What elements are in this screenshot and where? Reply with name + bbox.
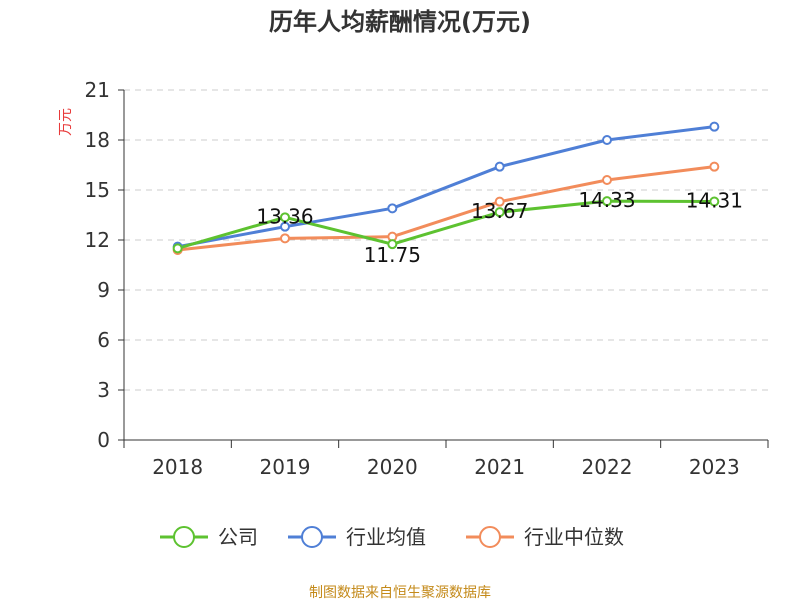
series-layer <box>172 121 720 255</box>
data-label: 13.36 <box>256 204 313 228</box>
x-tick-label: 2022 <box>582 455 633 479</box>
x-tick-label: 2023 <box>689 455 740 479</box>
series-line-2 <box>176 165 716 252</box>
series-point-0 <box>172 243 183 254</box>
series-point-0 <box>709 196 720 207</box>
series-point-0 <box>280 212 290 223</box>
series-point-2 <box>280 233 290 244</box>
legend-marker <box>301 526 323 548</box>
legend-item-0[interactable]: 公司 <box>160 525 258 549</box>
data-labels: 13.36 11.75 13.67 14.33 14.31 <box>256 188 743 267</box>
y-tick-label: 9 <box>97 278 110 302</box>
data-label: 14.33 <box>578 188 635 212</box>
x-tick-label: 2020 <box>367 455 418 479</box>
x-tick-label: 2021 <box>474 455 525 479</box>
series-point-2 <box>494 196 505 207</box>
y-tick-label: 18 <box>85 128 110 152</box>
y-tick-label: 21 <box>85 78 110 102</box>
series-line-1 <box>176 125 716 249</box>
y-axis-unit-label: 万元 <box>58 108 74 136</box>
series-point-1 <box>602 135 612 145</box>
legend-label: 行业中位数 <box>524 525 624 549</box>
series-point-2 <box>709 161 720 172</box>
data-label: 13.67 <box>471 199 528 223</box>
legend-item-2[interactable]: 行业中位数 <box>466 525 624 549</box>
y-tick-label: 15 <box>85 178 110 202</box>
series-point-1 <box>387 203 398 214</box>
legend-marker <box>173 526 195 548</box>
chart-title: 历年人均薪酬情况(万元) <box>269 8 531 36</box>
series-point-1 <box>280 221 290 232</box>
legend: 公司 行业均值 行业中位数 <box>160 525 624 549</box>
y-tick-label: 6 <box>97 328 110 352</box>
series-line-0 <box>176 199 716 250</box>
y-tick-label: 0 <box>97 428 110 452</box>
data-label: 14.31 <box>686 189 743 213</box>
x-tick-label: 2018 <box>152 455 203 479</box>
series-point-0 <box>387 239 398 250</box>
grid-lines <box>124 89 768 391</box>
data-label: 11.75 <box>364 243 421 267</box>
x-tick-label: 2019 <box>260 455 311 479</box>
legend-marker <box>479 526 501 548</box>
y-tick-label: 3 <box>97 378 110 402</box>
axes: 0 3 6 9 12 15 18 21 2018 2019 2020 2021 2022 2023 <box>85 78 769 479</box>
series-point-0 <box>494 207 505 218</box>
series-point-1 <box>709 121 720 132</box>
series-point-0 <box>602 196 612 207</box>
y-tick-label: 12 <box>85 228 110 252</box>
legend-label: 行业均值 <box>346 525 426 549</box>
source-note: 制图数据来自恒生聚源数据库 <box>309 585 491 600</box>
series-point-2 <box>602 175 612 185</box>
series-point-1 <box>494 161 505 172</box>
legend-item-1[interactable]: 行业均值 <box>288 525 426 549</box>
legend-label: 公司 <box>218 525 258 549</box>
